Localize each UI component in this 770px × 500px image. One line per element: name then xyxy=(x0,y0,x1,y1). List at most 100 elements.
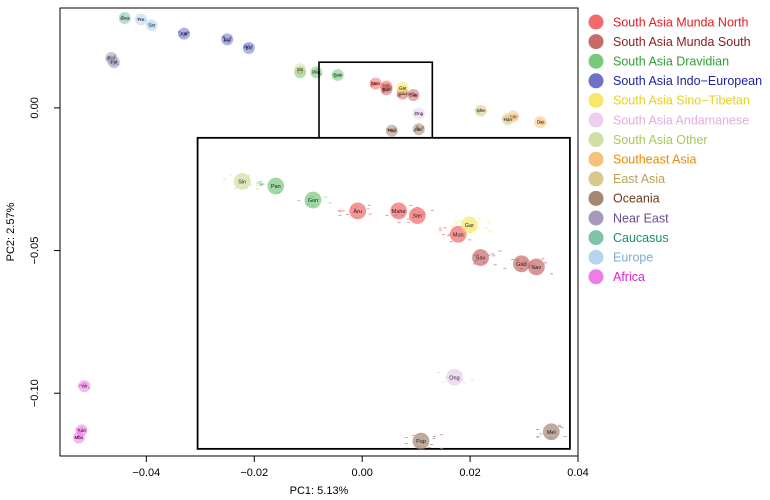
legend-label: East Asia xyxy=(613,172,665,186)
inset-centroid-label: Sav xyxy=(476,256,486,262)
inset-sample-mark xyxy=(411,434,415,436)
legend-label: Europe xyxy=(613,251,653,265)
inset-sample-mark xyxy=(522,262,526,264)
inset-sample-mark xyxy=(406,218,410,220)
centroid-halo xyxy=(221,33,234,46)
legend-swatch xyxy=(588,92,604,108)
inset-sample-mark xyxy=(443,227,447,229)
inset-sample-mark xyxy=(368,213,372,215)
inset-sample-mark xyxy=(438,229,442,231)
centroid-label: Pan xyxy=(312,70,321,75)
inset-sample-mark xyxy=(536,429,540,430)
legend-label: South Asia Sino−Tibetan xyxy=(613,94,750,108)
inset-centroid-label: Mun xyxy=(453,232,464,238)
centroid-halo xyxy=(412,123,425,136)
legend-swatch xyxy=(588,53,604,69)
legend-swatch xyxy=(588,249,604,265)
legend-label: South Asia Andamanese xyxy=(613,113,749,127)
centroid-halo xyxy=(396,81,409,94)
centroid-label: Dai xyxy=(537,120,544,125)
x-axis-title: PC1: 5.13% xyxy=(290,485,349,497)
centroid-label: Gon xyxy=(334,73,343,78)
x-tick-label: −0.04 xyxy=(132,467,160,479)
centroid-label: Bhi xyxy=(246,45,253,50)
zoom-inset-panel xyxy=(196,136,571,450)
legend-label: Southeast Asia xyxy=(613,153,696,167)
inset-sample-mark xyxy=(454,222,458,224)
legend-swatch xyxy=(588,34,604,50)
inset-sample-mark xyxy=(560,427,564,428)
inset-centroid-label: Pap xyxy=(416,439,426,445)
legend-label: Africa xyxy=(613,270,645,284)
inset-sample-mark xyxy=(430,209,434,211)
legend-swatch xyxy=(588,230,604,246)
inset-sample-mark xyxy=(477,227,481,229)
centroid-halo xyxy=(474,104,487,117)
inset-sample-mark xyxy=(468,239,472,241)
x-tick-label: 0.00 xyxy=(351,467,372,479)
inset-sample-mark xyxy=(385,215,389,216)
inset-sample-mark xyxy=(404,443,408,444)
centroid-halo xyxy=(380,83,393,96)
inset-centroid-circle xyxy=(460,216,478,234)
legend-swatch xyxy=(588,190,604,206)
centroid-label: Mbu xyxy=(75,435,84,440)
inset-sample-mark xyxy=(450,241,453,243)
inset-centroid-label: Gon xyxy=(308,198,318,204)
legend-label: Near East xyxy=(613,211,669,225)
inset-centroid-label: Mahe xyxy=(392,209,406,215)
inset-sample-mark xyxy=(409,205,413,206)
inset-centroid-circle xyxy=(449,225,467,243)
inset-sample-mark xyxy=(234,187,238,189)
inset-sample-mark xyxy=(550,273,553,275)
legend-label: Oceania xyxy=(613,192,660,206)
legend-label: Caucasus xyxy=(613,231,669,245)
inset-sample-mark xyxy=(258,182,262,184)
centroid-label: Kal xyxy=(181,31,188,36)
inset-sample-mark xyxy=(328,202,332,204)
inset-sample-mark xyxy=(256,182,260,184)
inset-sample-mark xyxy=(337,210,341,212)
centroid-halo xyxy=(331,69,344,82)
x-tick-label: 0.04 xyxy=(567,467,588,479)
inset-sample-mark xyxy=(447,235,451,237)
inset-sample-mark xyxy=(259,184,263,186)
y-tick-label: −0.10 xyxy=(29,379,41,407)
inset-sample-mark xyxy=(259,181,262,182)
centroid-label: Pap xyxy=(388,128,397,133)
inset-sample-mark xyxy=(541,258,545,260)
centroid-halo xyxy=(118,11,131,24)
centroid-label: Sin xyxy=(297,67,304,72)
inset-sample-mark xyxy=(463,382,466,384)
centroid-halo xyxy=(107,56,120,69)
centroid-halo xyxy=(369,77,382,90)
inset-sample-mark xyxy=(503,267,507,269)
inset-centroid-label: Mel xyxy=(547,430,556,436)
inset-sample-mark xyxy=(297,200,301,201)
inset-sample-mark xyxy=(438,227,442,229)
inset-sample-mark xyxy=(406,221,410,223)
centroid-label: Pal xyxy=(111,60,118,65)
inset-sample-mark xyxy=(440,447,444,449)
y-axis-title: PC2: 2.57% xyxy=(5,202,17,261)
legend-label: South Asia Other xyxy=(613,133,708,147)
inset-sample-mark xyxy=(256,184,260,186)
inset-centroid-label: San xyxy=(412,214,422,220)
plot-frame xyxy=(59,7,579,457)
inset-sample-mark xyxy=(442,381,446,383)
centroid-halo xyxy=(501,113,514,126)
inset-sample-mark xyxy=(470,377,474,379)
centroid-halo xyxy=(412,107,425,120)
inset-sample-mark xyxy=(368,204,371,206)
inset-centroid-circle xyxy=(349,202,367,220)
inset-sample-mark xyxy=(558,424,562,426)
legend-label: South Asia Dravidian xyxy=(613,55,729,69)
centroid-label: Bra xyxy=(224,37,232,42)
centroid-label: Sar xyxy=(148,23,156,28)
inset-sample-mark xyxy=(440,434,444,436)
centroid-label: She xyxy=(477,108,486,113)
axes-layer: −0.04 −0.02 0.00 0.02 0.04 0.00 −0.05 −0.10 PC1:… xyxy=(5,7,589,497)
inset-sample-mark xyxy=(511,259,515,260)
inset-sample-mark xyxy=(427,447,431,448)
centroid-halo xyxy=(294,63,307,76)
